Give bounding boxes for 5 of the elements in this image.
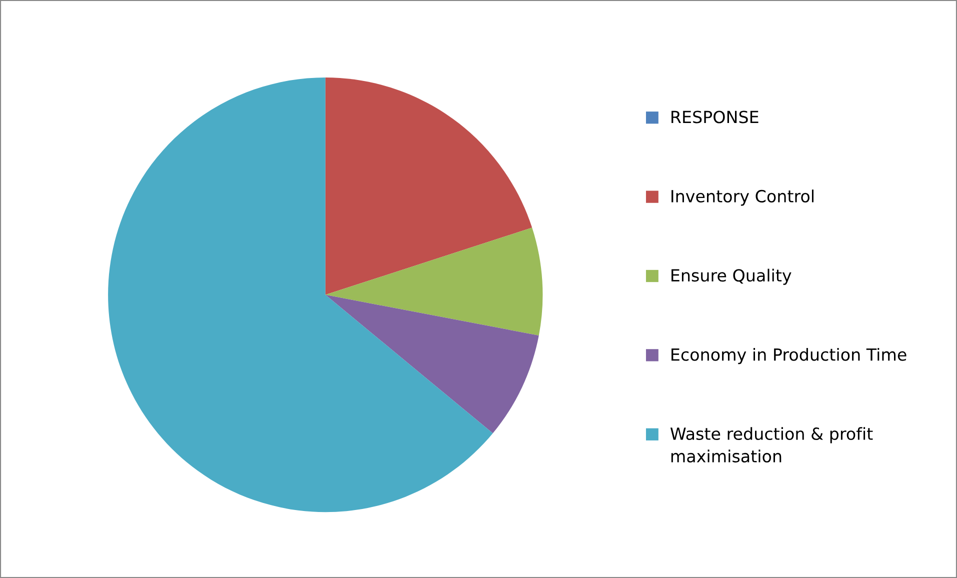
legend-label: Waste reduction & profit maximisation bbox=[670, 427, 873, 463]
legend-label: RESPONSE bbox=[672, 110, 758, 124]
legend-label: Ensure Quality bbox=[672, 268, 792, 285]
legend-label: Economy in Production Time bbox=[672, 348, 906, 364]
legend-label: Inventory Control bbox=[672, 190, 814, 206]
